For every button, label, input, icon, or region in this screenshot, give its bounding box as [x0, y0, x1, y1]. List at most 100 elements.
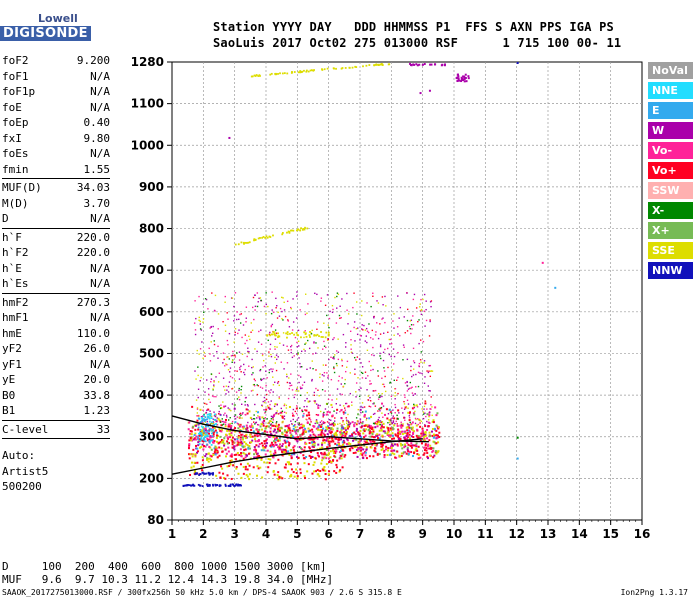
echo-point [254, 423, 256, 425]
param-value: 9.80 [83, 131, 111, 145]
echo-point [328, 470, 331, 473]
echo-point [266, 236, 269, 239]
echo-point [333, 366, 335, 368]
echo-point [282, 344, 285, 346]
echo-point [398, 317, 400, 319]
param-separator [2, 227, 110, 229]
echo-point [206, 418, 208, 421]
echo-point [262, 449, 265, 452]
echo-point [396, 326, 399, 328]
echo-point [196, 437, 199, 440]
echo-point [222, 439, 225, 442]
echo-point [247, 447, 250, 450]
echo-point [396, 443, 399, 446]
echo-point [203, 418, 206, 421]
echo-point [225, 385, 228, 387]
echo-point [403, 403, 406, 405]
echo-point [259, 297, 262, 299]
echo-point [340, 383, 343, 385]
echo-point [381, 377, 383, 379]
echo-point [300, 438, 303, 441]
echo-point [212, 483, 214, 486]
param-name: hmF1 [2, 311, 29, 324]
echo-point [296, 405, 298, 407]
echo-point [197, 428, 200, 431]
echo-point [323, 68, 326, 71]
echo-point [239, 453, 242, 456]
echo-point [419, 456, 422, 459]
y-tick-label: 1000 [131, 138, 164, 152]
echo-point [278, 396, 280, 398]
echo-point [241, 417, 243, 419]
echo-point [242, 466, 245, 469]
echo-point [415, 447, 418, 450]
echo-point [431, 420, 434, 423]
echo-point [283, 415, 286, 417]
echo-point [256, 465, 259, 468]
echo-point [270, 312, 273, 315]
echo-point [209, 423, 212, 425]
echo-point [437, 426, 440, 429]
echo-point [198, 431, 201, 434]
echo-point [328, 418, 331, 421]
echo-point [302, 414, 305, 417]
echo-point [326, 446, 329, 449]
param-separator [2, 178, 110, 179]
echo-point [263, 396, 266, 399]
echo-point [291, 412, 294, 414]
echo-point [259, 466, 262, 469]
echo-point [207, 308, 209, 310]
echo-point [269, 343, 272, 346]
echo-point [362, 329, 364, 331]
echo-point [336, 427, 339, 430]
echo-point [224, 423, 227, 426]
echo-point [284, 463, 287, 466]
echo-point [410, 387, 412, 389]
header-line-2: SaoLuis 2017 Oct02 275 013000 RSF 1 715 … [213, 36, 622, 50]
echo-point [312, 367, 314, 370]
echo-point [337, 358, 340, 361]
echo-point [294, 336, 297, 339]
echo-point [302, 454, 305, 457]
echo-point [243, 373, 246, 376]
param-name: foEp [2, 116, 29, 129]
echo-point [235, 391, 238, 393]
echo-point [274, 345, 276, 348]
echo-point [199, 320, 201, 323]
echo-point [366, 302, 368, 304]
echo-point [194, 370, 196, 372]
echo-point [278, 429, 281, 432]
echo-point [281, 410, 284, 412]
echo-point [200, 376, 202, 379]
echo-point [206, 413, 209, 416]
echo-point [309, 331, 311, 333]
echo-point [257, 301, 259, 303]
echo-point [408, 325, 411, 328]
echo-point [196, 461, 199, 464]
echo-point [211, 421, 214, 424]
echo-point [206, 415, 209, 418]
echo-point [234, 243, 237, 246]
echo-point [332, 422, 335, 425]
echo-point [206, 485, 209, 487]
echo-point [456, 73, 459, 76]
echo-point [423, 438, 426, 441]
echo-point [374, 450, 377, 453]
echo-point [279, 414, 282, 417]
echo-point [325, 449, 328, 452]
echo-point [411, 432, 414, 435]
echo-point [335, 437, 338, 440]
echo-point [381, 296, 384, 298]
echo-point [251, 75, 254, 78]
legend-item-sse: SSE [648, 242, 693, 259]
echo-point [422, 417, 425, 420]
echo-point [282, 319, 284, 321]
echo-point [225, 363, 227, 365]
echo-point [209, 435, 212, 438]
echo-point [417, 385, 420, 388]
echo-point [207, 425, 210, 428]
echo-point [301, 228, 304, 231]
echo-point [392, 421, 395, 423]
echo-point [281, 72, 284, 75]
echo-point [241, 433, 244, 436]
